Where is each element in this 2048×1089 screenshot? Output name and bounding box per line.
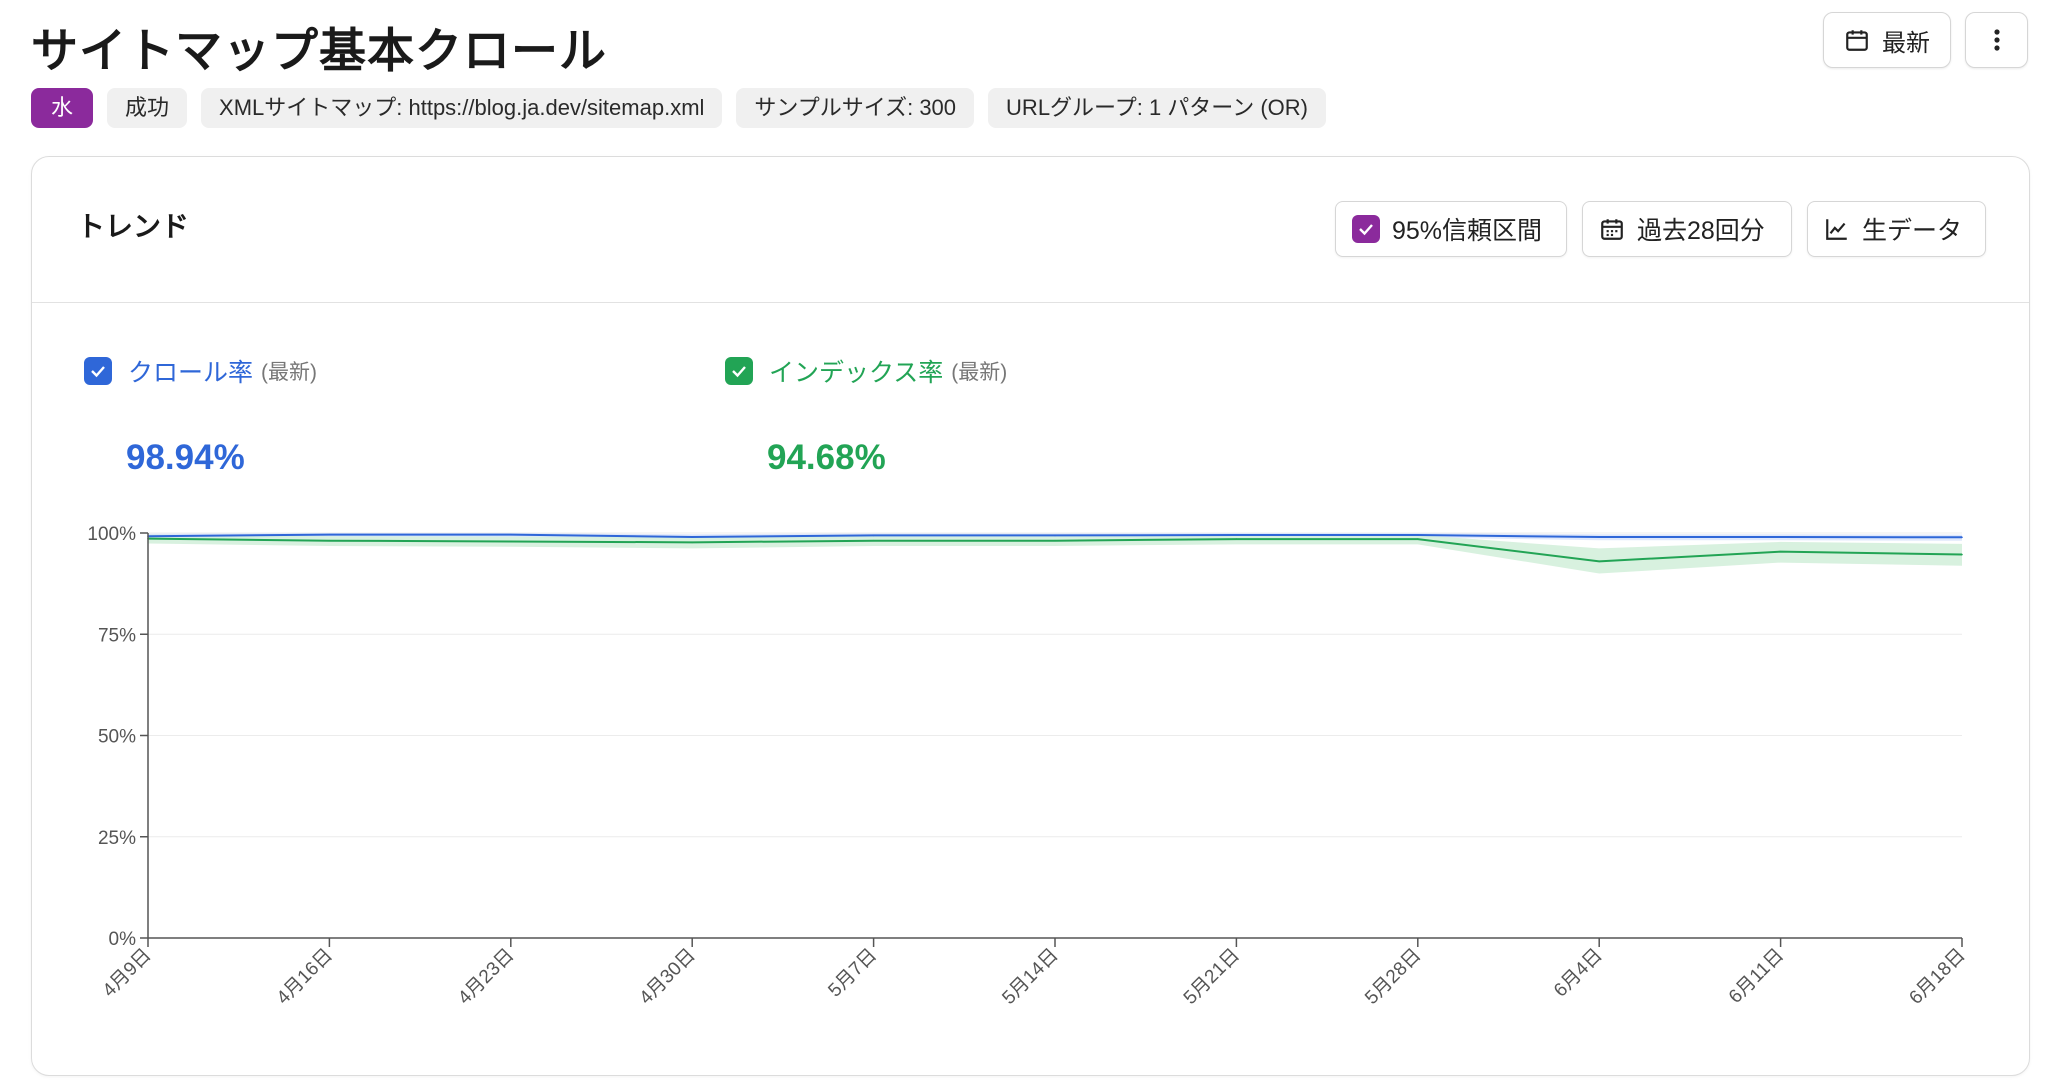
raw-data-button[interactable]: 生データ <box>1807 201 1986 257</box>
check-icon <box>84 357 112 385</box>
latest-button[interactable]: 最新 <box>1823 12 1951 68</box>
card-title: トレンド <box>77 211 190 242</box>
crawl-data-point <box>1417 534 1419 536</box>
index-data-point <box>328 539 331 542</box>
page-title: サイトマップ基本クロール <box>31 24 607 77</box>
x-tick-label: 5月28日 <box>1361 945 1425 1009</box>
index-ci-band <box>148 534 1962 574</box>
index-rate-value: 94.68% <box>767 438 886 477</box>
date-range-button[interactable]: 過去28回分 <box>1582 201 1792 257</box>
index-data-point <box>1961 553 1963 556</box>
legend-crawl-toggle[interactable]: クロール率 (最新) <box>84 353 317 389</box>
calendar-grid-icon <box>1601 219 1623 240</box>
line-chart-icon <box>1826 219 1847 240</box>
confidence-interval-label: 95%信頼区間 <box>1392 217 1543 245</box>
crawl-rate-value: 98.94% <box>126 438 245 477</box>
index-data-point <box>1054 539 1056 542</box>
index-data-point <box>1417 538 1419 540</box>
x-tick-label: 6月18日 <box>1905 945 1969 1009</box>
x-tick-label: 5月21日 <box>1180 945 1244 1009</box>
index-data-point <box>510 540 512 543</box>
x-tick-label: 6月11日 <box>1725 945 1788 1008</box>
crawl-data-point <box>1598 536 1600 538</box>
tag-sample-size: サンプルサイズ: 300 <box>736 88 975 128</box>
index-data-point <box>1598 560 1600 563</box>
card-divider <box>32 302 2029 303</box>
filter-tags: 水 成功 XMLサイトマップ: https://blog.ja.dev/site… <box>31 88 1326 128</box>
legend-index-toggle[interactable]: インデックス率 (最新) <box>725 353 1007 389</box>
x-tick-label: 4月23日 <box>454 945 518 1009</box>
confidence-interval-toggle[interactable]: 95%信頼区間 <box>1335 201 1567 257</box>
crawl-data-point <box>328 533 331 536</box>
latest-button-label: 最新 <box>1882 29 1930 57</box>
crawl-data-point <box>1054 534 1056 537</box>
y-tick-label: 0% <box>109 929 137 950</box>
y-tick-label: 75% <box>98 625 136 646</box>
crawl-data-point <box>1779 536 1782 538</box>
y-tick-label: 100% <box>87 524 136 545</box>
trend-chart: 0% 25% 50% 75% 100% 4月9日 4月16日 4月23日 4月30日 5月7日 5月… <box>87 524 1969 1009</box>
x-tick-label: 5月7日 <box>824 945 881 1002</box>
x-tick-label: 4月30日 <box>636 945 700 1009</box>
x-tick-label: 5月14日 <box>998 945 1062 1009</box>
legend-crawl-name: クロール率 <box>128 359 254 387</box>
index-data-point <box>1779 550 1782 553</box>
crawl-data-point <box>691 536 693 538</box>
raw-data-label: 生データ <box>1862 217 1963 245</box>
trend-card: トレンド 95%信頼区間 過去28回分 生データ クロール率 (最新) イ <box>31 156 2030 1076</box>
crawl-data-point <box>510 533 512 536</box>
calendar-icon <box>1846 30 1868 51</box>
tag-sitemap-url: XMLサイトマップ: https://blog.ja.dev/sitemap.x… <box>201 88 723 128</box>
more-vertical-icon <box>1993 29 2000 51</box>
y-tick-label: 50% <box>98 727 136 748</box>
check-icon <box>725 357 753 385</box>
crawl-data-point <box>1961 536 1963 539</box>
legend-index-name: インデックス率 <box>769 359 944 387</box>
index-data-point <box>1235 538 1238 540</box>
more-options-button[interactable] <box>1965 12 2028 68</box>
legend-index-sub: (最新) <box>951 361 1008 384</box>
x-tick-label: 4月16日 <box>273 945 337 1009</box>
legend-crawl-sub: (最新) <box>261 361 318 384</box>
date-range-label: 過去28回分 <box>1637 217 1765 245</box>
x-tick-label: 4月9日 <box>99 945 156 1002</box>
index-data-point <box>691 541 693 544</box>
y-tick-label: 25% <box>98 828 136 849</box>
tag-url-group: URLグループ: 1 パターン (OR) <box>988 88 1326 128</box>
crawl-data-point <box>872 534 875 537</box>
tag-status-color: 水 <box>31 88 94 128</box>
check-icon <box>1352 215 1380 243</box>
x-tick-label: 6月4日 <box>1550 945 1607 1002</box>
index-data-point <box>872 539 875 542</box>
crawl-data-point <box>1235 534 1238 536</box>
tag-result: 成功 <box>107 88 188 128</box>
